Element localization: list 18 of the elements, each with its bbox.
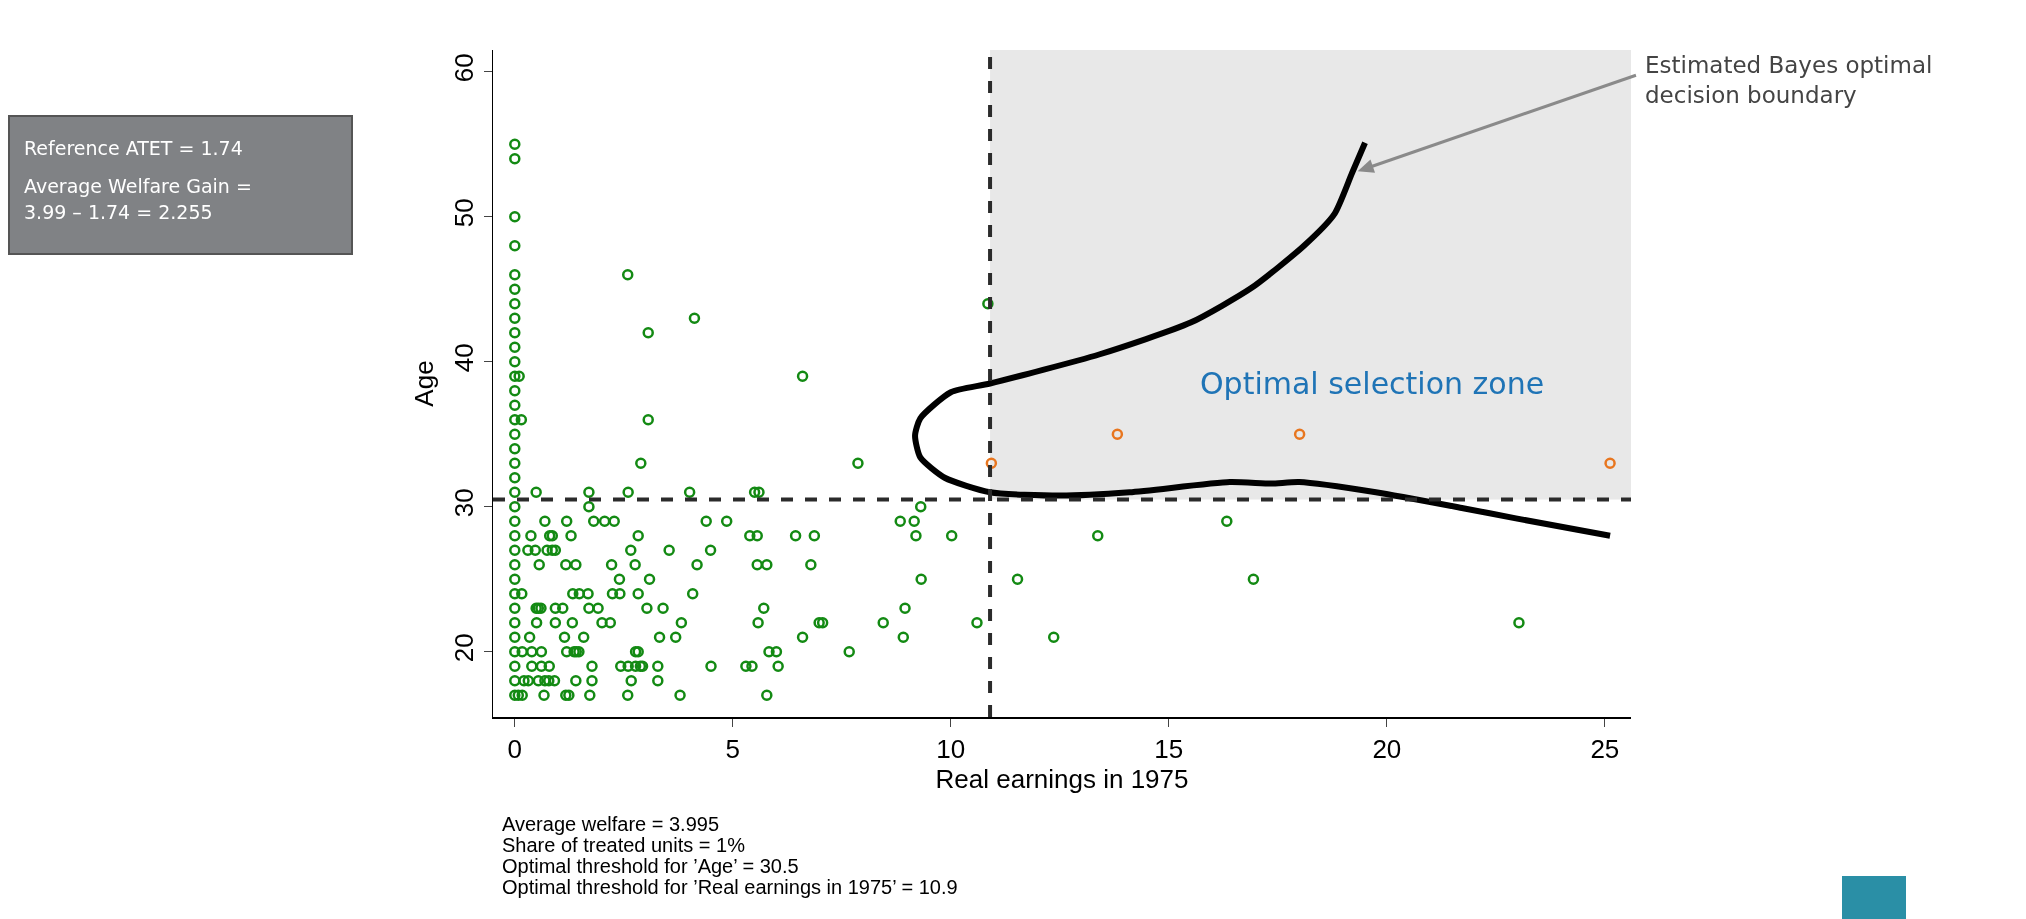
x-axis-title: Real earnings in 1975 bbox=[935, 763, 1189, 794]
y-tick-label: 30 bbox=[449, 488, 480, 518]
x-tick-label: 15 bbox=[1154, 733, 1184, 764]
x-tick-label: 0 bbox=[507, 733, 523, 764]
text: Average welfare = 3.995 Share of treated units = 1% Optimal threshold for ’Age’ = 30.5 Optimal threshold for ’Real earnings in 1975’ = 10.9 bbox=[502, 813, 958, 898]
x-tick-label: 5 bbox=[725, 733, 741, 764]
x-tick-label: 25 bbox=[1590, 733, 1620, 764]
y-tick-label: 20 bbox=[449, 633, 480, 663]
text: Average Welfare Gain = 3.99 – 1.74 = 2.255 bbox=[24, 174, 253, 225]
y-tick-label: 60 bbox=[449, 53, 480, 83]
y-axis-title: Age bbox=[408, 360, 439, 407]
x-tick-label: 20 bbox=[1372, 733, 1402, 764]
text: Estimated Bayes optimal decision boundary bbox=[1645, 52, 1933, 108]
band-label: Optimal selection zone bbox=[1200, 366, 1545, 401]
text: Reference ATET = 1.74 bbox=[24, 136, 244, 161]
y-tick-label: 40 bbox=[449, 343, 480, 373]
x-tick-label: 10 bbox=[936, 733, 966, 764]
y-tick-label: 50 bbox=[449, 198, 480, 228]
